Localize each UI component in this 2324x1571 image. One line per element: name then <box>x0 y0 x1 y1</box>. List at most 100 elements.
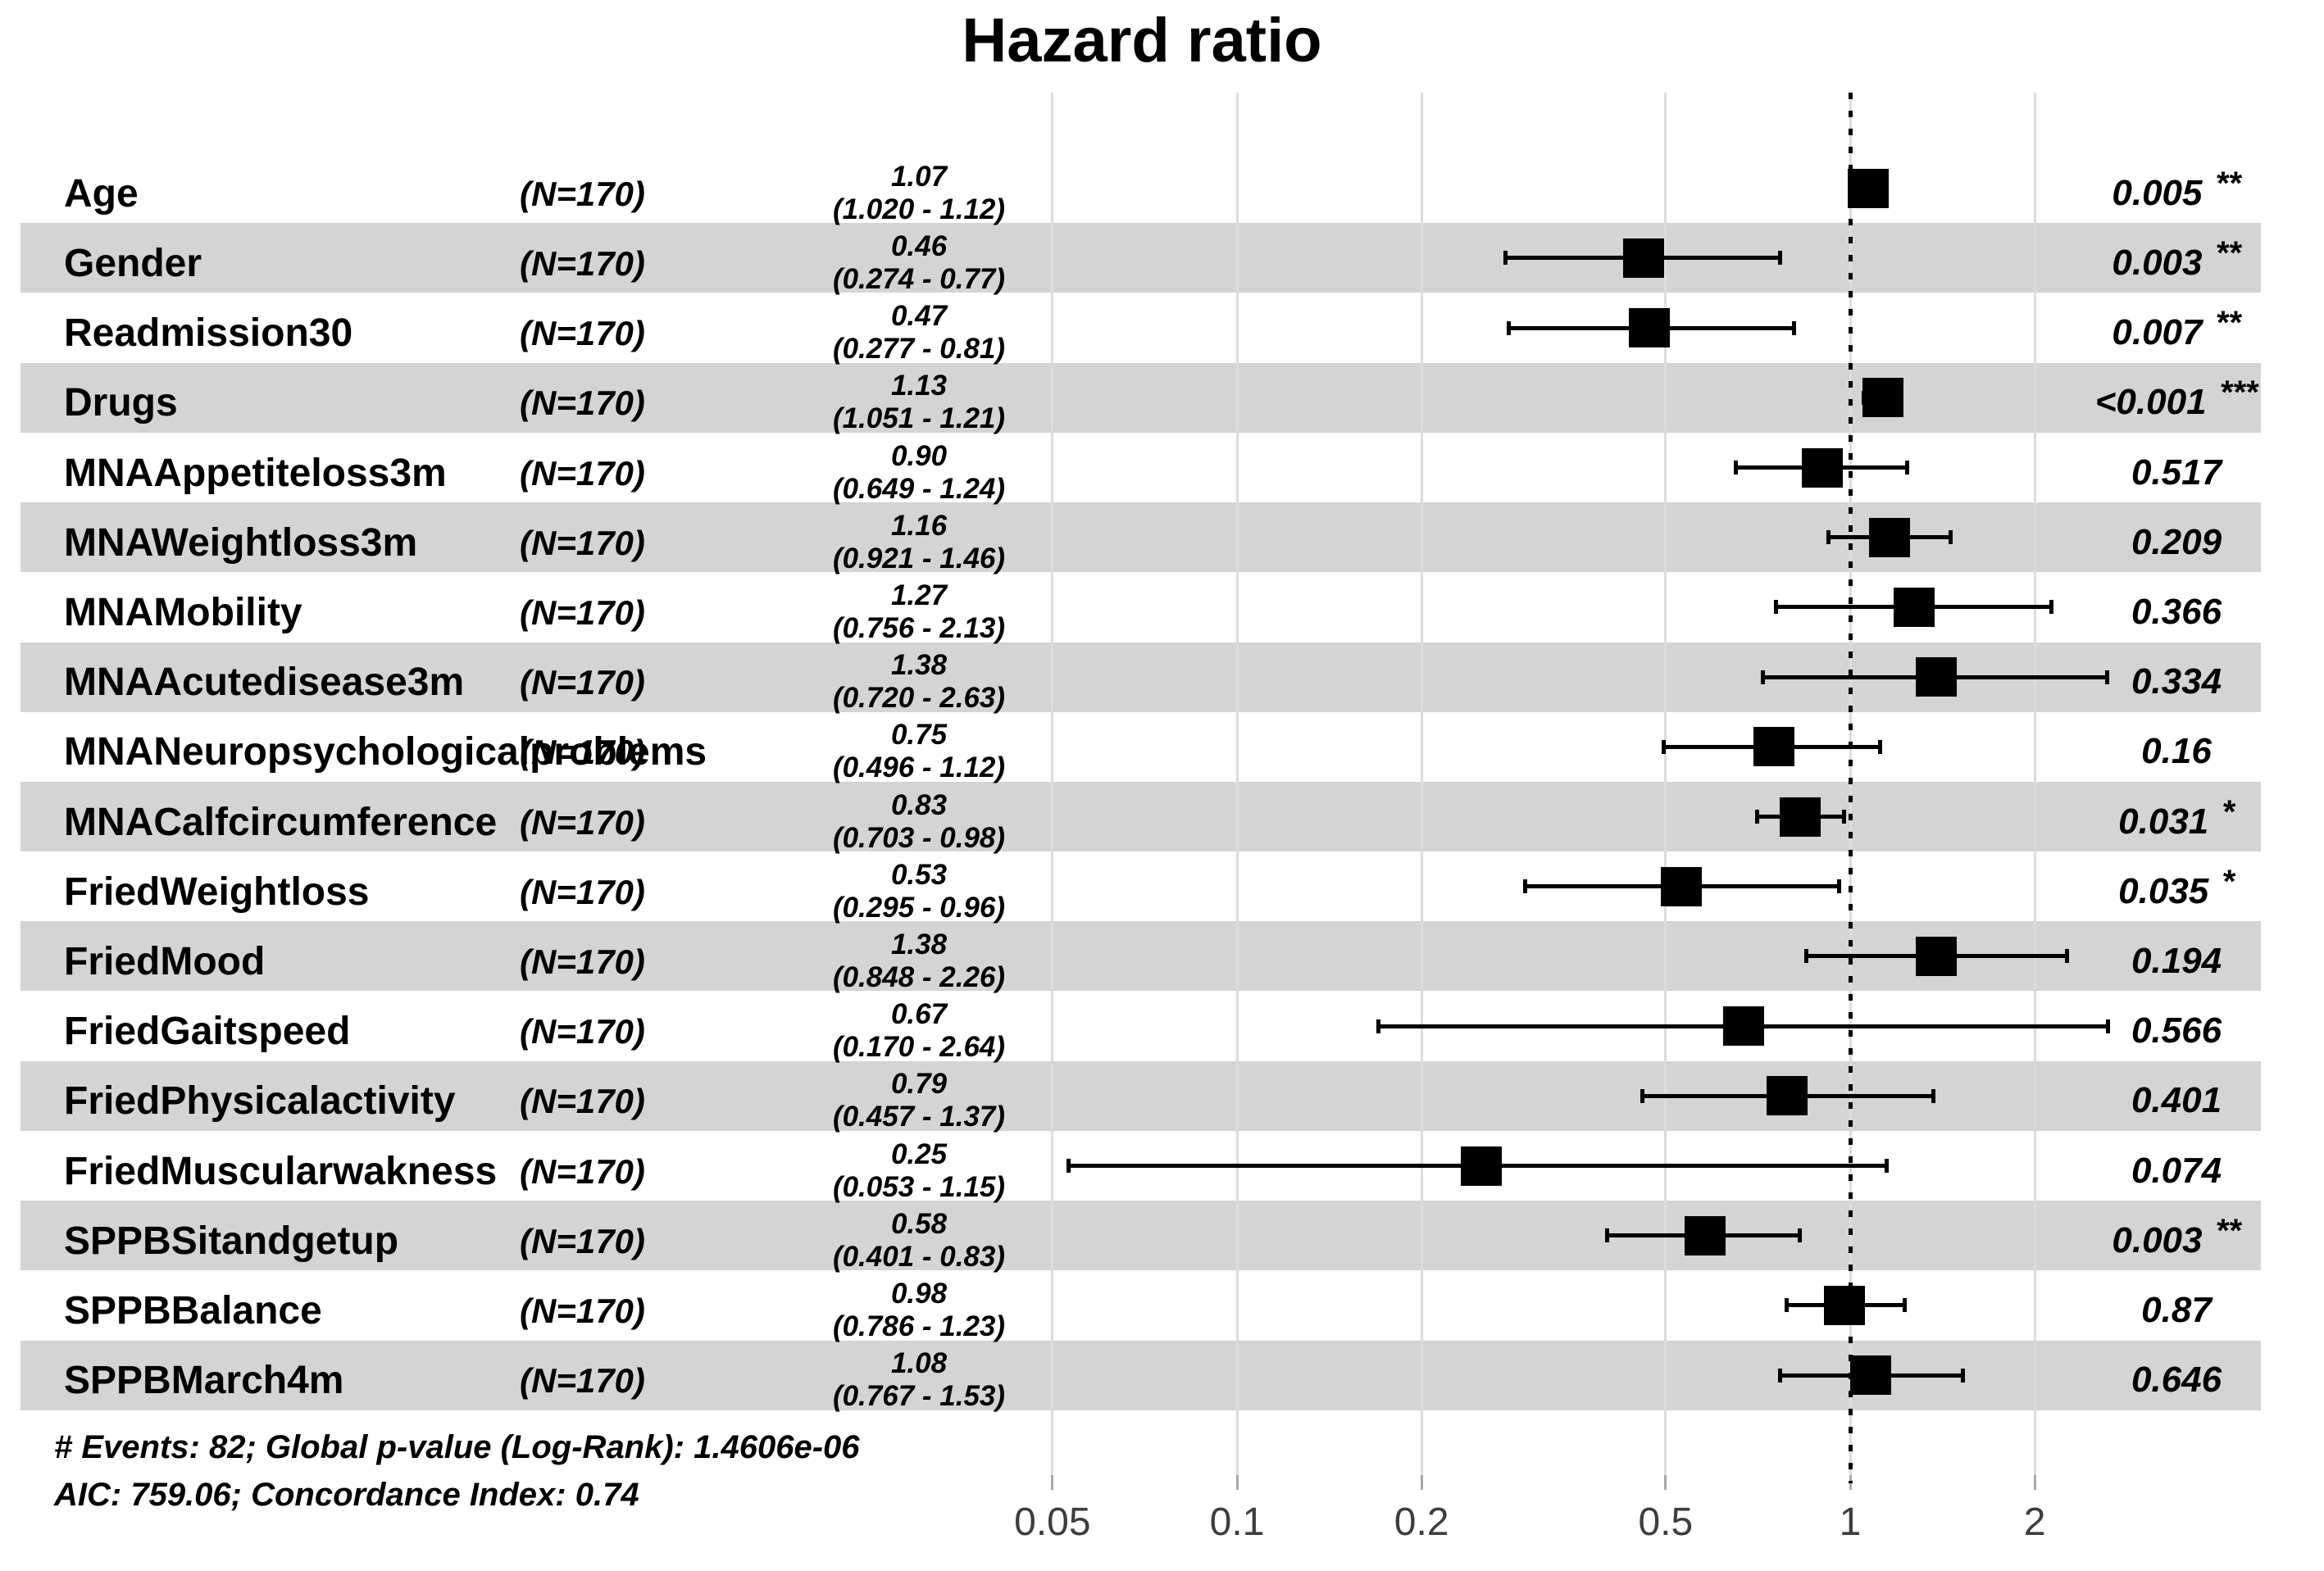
ci-cap-right <box>2105 670 2110 684</box>
hr-marker <box>1622 238 1664 278</box>
hr-marker <box>1660 866 1702 906</box>
row-n-count: (N=170) <box>520 1151 645 1191</box>
p-value-cell: 0.194 <box>2017 940 2324 981</box>
hr-marker <box>1915 936 1957 976</box>
hr-marker <box>1780 797 1821 837</box>
hr-marker <box>1767 1076 1808 1116</box>
row-n-count: (N=170) <box>520 453 645 493</box>
p-value-cell: 0.035 * <box>2017 865 2324 910</box>
p-value-cell: 0.16 <box>2017 733 2324 770</box>
row-label: Age <box>64 171 139 216</box>
ci-cap-left <box>1066 1159 1071 1173</box>
row-estimate: 1.08 (0.767 - 1.53) <box>833 1347 1005 1413</box>
p-value: 0.334 <box>2131 661 2222 702</box>
hr-marker <box>1722 1006 1764 1047</box>
ci-cap-right <box>2049 600 2053 615</box>
row-n-count: (N=170) <box>520 384 645 423</box>
p-value: 0.194 <box>2131 940 2222 981</box>
ci-cap-left <box>1804 949 1809 964</box>
row-estimate: 1.38 (0.720 - 2.63) <box>833 649 1005 715</box>
ci-cap-left <box>1506 320 1511 335</box>
p-value: 0.074 <box>2131 1150 2222 1191</box>
p-value: 0.517 <box>2131 452 2222 493</box>
ci-cap-left <box>1826 530 1831 545</box>
row-n-count: (N=170) <box>520 1012 645 1051</box>
ci-cap-left <box>1754 810 1759 824</box>
hr-marker <box>1869 517 1911 557</box>
row-label: MNAWeightloss3m <box>64 520 418 565</box>
significance-stars: * <box>2222 863 2235 900</box>
row-estimate: 0.58 (0.401 - 0.83) <box>833 1208 1005 1274</box>
p-value: 0.003 <box>2112 242 2203 283</box>
hazard-ratio-value: 0.83 <box>890 788 948 821</box>
row-label: Drugs <box>64 381 178 425</box>
row-n-count: (N=170) <box>520 942 645 981</box>
ci-cap-left <box>1503 251 1508 266</box>
p-value: 0.401 <box>2131 1080 2222 1121</box>
ci-cap-right <box>1904 461 1909 474</box>
row-label: MNACalfcircumference <box>64 800 498 844</box>
hazard-ratio-value: 0.90 <box>890 439 948 472</box>
row-label: FriedWeightloss <box>64 869 370 914</box>
row-estimate: 1.07 (1.020 - 1.12) <box>833 161 1005 226</box>
confidence-interval: (0.848 - 2.26) <box>832 960 1006 993</box>
footnote-aic-concordance: AIC: 759.06; Concordance Index: 0.74 <box>54 1477 639 1513</box>
hr-marker <box>1915 657 1957 697</box>
p-value-cell: 0.209 <box>2017 524 2324 561</box>
x-gridline <box>1420 93 1423 1475</box>
x-axis-tick-label: 0.1 <box>1209 1501 1265 1544</box>
hazard-ratio-value: 0.46 <box>890 229 948 262</box>
row-n-count: (N=170) <box>520 663 645 702</box>
row-label: MNAAcutedisease3m <box>64 661 465 705</box>
row-n-count: (N=170) <box>520 872 645 911</box>
hr-marker <box>1753 727 1794 767</box>
ci-cap-left <box>1523 879 1528 894</box>
hazard-ratio-value: 0.67 <box>890 998 948 1031</box>
x-axis-tick <box>2033 1475 2036 1490</box>
row-band <box>20 781 2261 852</box>
hr-marker <box>1850 1355 1891 1396</box>
row-estimate: 0.90 (0.649 - 1.24) <box>833 440 1005 506</box>
x-axis-tick <box>1664 1475 1667 1490</box>
row-n-count: (N=170) <box>520 523 645 562</box>
row-estimate: 0.98 (0.786 - 1.23) <box>833 1278 1005 1343</box>
hazard-ratio-value: 1.38 <box>890 649 948 682</box>
row-n-count: (N=170) <box>520 802 645 842</box>
p-value: 0.646 <box>2131 1360 2222 1401</box>
ci-cap-left <box>1605 1228 1610 1243</box>
row-band <box>20 362 2261 433</box>
confidence-interval: (0.401 - 0.83) <box>832 1240 1006 1273</box>
row-estimate: 1.27 (0.756 - 2.13) <box>833 579 1005 645</box>
row-n-count: (N=170) <box>520 593 645 632</box>
row-estimate: 0.79 (0.457 - 1.37) <box>833 1068 1005 1133</box>
hr-marker <box>1801 447 1843 488</box>
ci-cap-left <box>1777 1368 1782 1383</box>
p-value: 0.209 <box>2131 521 2222 562</box>
row-label: Readmission30 <box>64 311 353 356</box>
ci-cap-left <box>1784 1298 1789 1313</box>
hr-marker <box>1862 378 1903 418</box>
confidence-interval: (1.020 - 1.12) <box>832 193 1006 225</box>
x-axis-tick-label: 0.05 <box>1014 1501 1091 1544</box>
row-n-count: (N=170) <box>520 1082 645 1121</box>
x-gridline <box>1051 93 1054 1475</box>
ci-cap-left <box>1662 739 1667 754</box>
hazard-ratio-value: 0.47 <box>890 300 948 333</box>
significance-stars: *** <box>2219 375 2258 411</box>
row-n-count: (N=170) <box>520 314 645 353</box>
confidence-interval: (0.457 - 1.37) <box>832 1101 1006 1133</box>
x-axis-tick-label: 0.2 <box>1394 1501 1449 1544</box>
ci-cap-right <box>1791 320 1796 335</box>
row-estimate: 1.13 (1.051 - 1.21) <box>833 370 1005 435</box>
p-value-cell: 0.007 ** <box>2017 306 2324 351</box>
x-axis-tick-label: 2 <box>2023 1501 2046 1544</box>
row-estimate: 0.83 (0.703 - 0.98) <box>833 789 1005 855</box>
footnote-events-global-p: # Events: 82; Global p-value (Log-Rank):… <box>54 1429 860 1465</box>
p-value-cell: 0.074 <box>2017 1150 2324 1191</box>
chart-title: Hazard ratio <box>962 6 1322 75</box>
confidence-interval: (0.720 - 2.63) <box>832 682 1006 715</box>
significance-stars: ** <box>2215 305 2241 342</box>
row-label: SPPBMarch4m <box>64 1359 344 1403</box>
ci-cap-left <box>1761 670 1766 684</box>
confidence-interval: (0.767 - 1.53) <box>832 1380 1006 1413</box>
